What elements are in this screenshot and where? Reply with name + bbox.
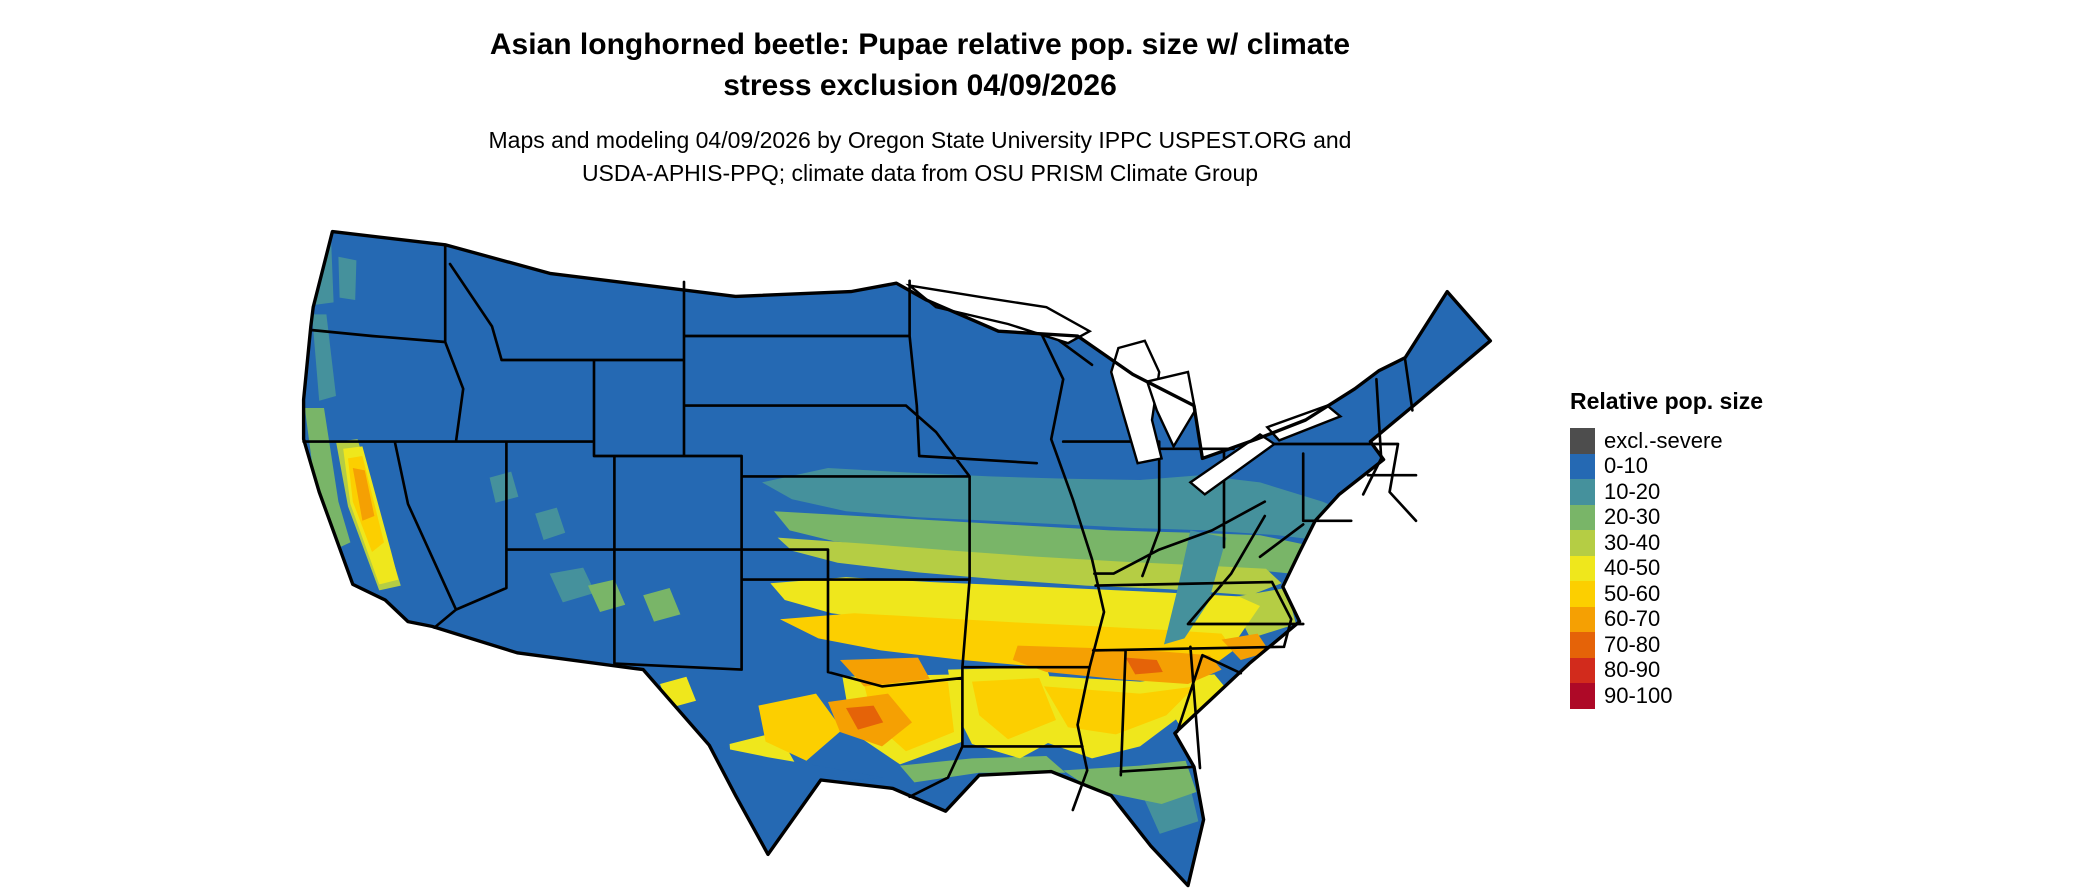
legend-item: 50-60 (1570, 581, 1763, 607)
great-lakes (905, 283, 1343, 496)
lake-ontario (1265, 404, 1343, 442)
us-map-svg (301, 229, 1493, 888)
us-choropleth-map (300, 228, 1500, 888)
legend-label: 30-40 (1604, 529, 1661, 555)
figure-title: Asian longhorned beetle: Pupae relative … (0, 24, 1840, 106)
legend-swatch-10-20 (1570, 479, 1595, 505)
region-appalachian-10-20 (1164, 530, 1227, 645)
legend-swatch-40-50 (1570, 555, 1595, 581)
legend-label: 40-50 (1604, 555, 1661, 581)
legend-title: Relative pop. size (1570, 388, 1764, 414)
legend-item: excl.-severe (1570, 428, 1763, 454)
legend-label: 60-70 (1604, 606, 1661, 632)
region-50-60 (348, 456, 1234, 761)
legend-label: excl.-severe (1604, 427, 1723, 453)
legend-item: 80-90 (1570, 657, 1763, 683)
region-70-80 (846, 657, 1163, 730)
legend-item: 30-40 (1570, 530, 1763, 556)
legend-label: 0-10 (1604, 453, 1649, 479)
legend-item: 90-100 (1570, 683, 1763, 709)
figure-title-line2: stress exclusion 04/09/2026 (723, 69, 1117, 103)
legend-item: 20-30 (1570, 504, 1763, 530)
legend-item: 70-80 (1570, 632, 1763, 658)
lake-erie (1188, 432, 1277, 496)
lake-huron (1145, 370, 1197, 449)
legend-swatch-30-40 (1570, 530, 1595, 556)
figure-subtitle-line2: USDA-APHIS-PPQ; climate data from OSU PR… (581, 160, 1259, 187)
legend-label: 90-100 (1604, 682, 1673, 708)
legend-label: 20-30 (1604, 504, 1661, 530)
legend-label: 70-80 (1604, 631, 1661, 657)
legend-item: 60-70 (1570, 606, 1763, 632)
legend-swatch-60-70 (1570, 606, 1595, 632)
legend-label: 10-20 (1604, 478, 1661, 504)
legend-swatch-excl-severe (1570, 428, 1595, 454)
figure-header: Asian longhorned beetle: Pupae relative … (0, 24, 1840, 190)
lake-michigan (1109, 339, 1164, 465)
legend-item: 0-10 (1570, 453, 1763, 479)
figure-title-line1: Asian longhorned beetle: Pupae relative … (489, 28, 1351, 61)
legend-swatch-80-90 (1570, 657, 1595, 683)
legend-swatch-50-60 (1570, 581, 1595, 607)
legend-swatch-70-80 (1570, 632, 1595, 658)
legend-swatch-20-30 (1570, 504, 1595, 530)
legend-label: 80-90 (1604, 657, 1661, 683)
legend-label: 50-60 (1604, 580, 1661, 606)
figure-subtitle: Maps and modeling 04/09/2026 by Oregon S… (0, 124, 1840, 190)
legend-item: 40-50 (1570, 555, 1763, 581)
legend: Relative pop. size excl.-severe 0-10 10-… (1570, 388, 1763, 709)
legend-swatch-0-10 (1570, 453, 1595, 479)
legend-swatch-90-100 (1570, 683, 1595, 709)
figure-subtitle-line1: Maps and modeling 04/09/2026 by Oregon S… (488, 127, 1352, 154)
legend-item: 10-20 (1570, 479, 1763, 505)
